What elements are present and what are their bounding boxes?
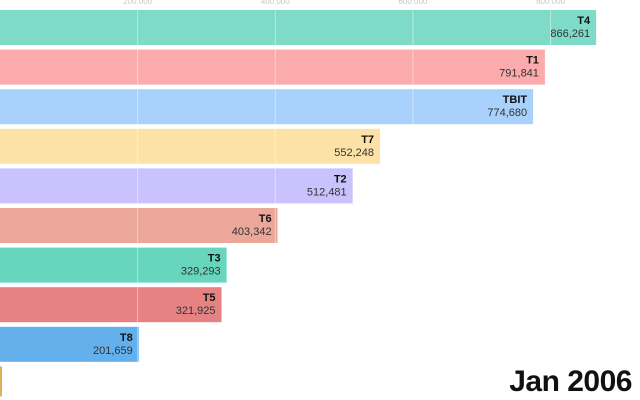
bars [0,10,597,362]
bar-name-label: T4 [577,15,591,27]
bar-value-label: 866,261 [550,28,590,40]
bar-name-label: T2 [334,173,347,185]
bar-name-label: T5 [203,292,216,304]
bar-value-label: 321,925 [176,305,216,317]
bar-t7 [0,128,381,164]
date-label: Jan 2006 [509,365,632,398]
x-axis-ticks: 200,000 400,000 600,000 800,000 [123,0,565,6]
bar-value-label: 512,481 [307,186,347,198]
bar-t1 [0,49,545,85]
bar-t3 [0,247,227,283]
bar-value-label: 791,841 [499,68,539,80]
bar-value-label: 329,293 [181,266,221,278]
bar-t4 [0,10,597,45]
bar-name-label: T6 [259,213,272,225]
x-tick-label: 800,000 [536,0,565,6]
bar-value-label: 403,342 [232,226,272,238]
bar-value-label: 552,248 [334,147,374,159]
bar-name-label: T3 [208,253,221,265]
bar-tbit [0,89,534,125]
bar-value-label: 774,680 [487,107,527,119]
bar-value-label: 201,659 [93,345,133,357]
x-tick-label: 200,000 [123,0,152,6]
bar-t5 [0,287,222,323]
bar-t8 [0,326,139,362]
next-bar-edge [0,366,2,397]
x-tick-label: 400,000 [261,0,290,6]
bar-t6 [0,208,278,243]
bar-name-label: T7 [361,134,374,146]
gridlines [137,0,552,400]
x-tick-label: 600,000 [398,0,427,6]
bar-name-label: TBIT [503,94,528,106]
bar-name-label: T1 [526,55,539,67]
bar-t2 [0,168,353,204]
bar-name-label: T8 [120,332,133,344]
